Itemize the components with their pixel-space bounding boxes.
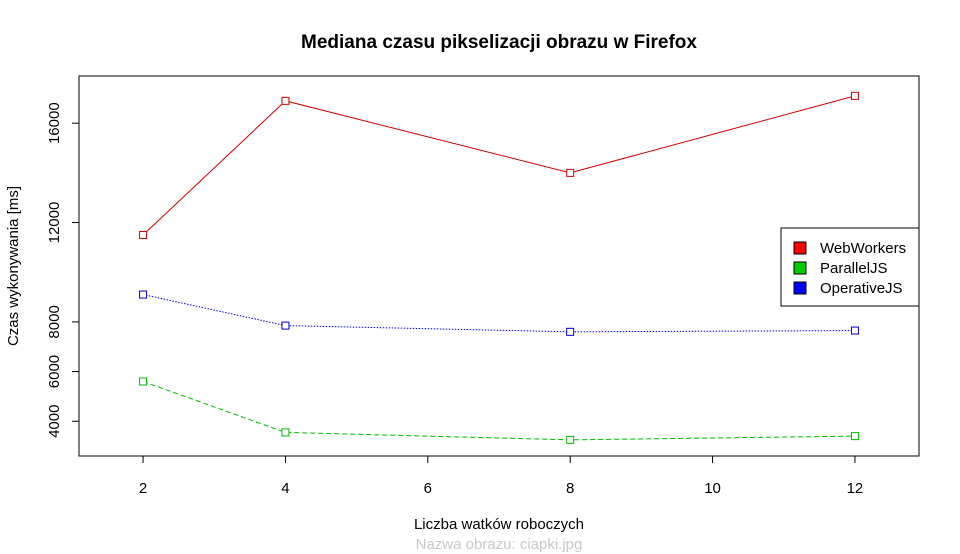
y-tick-label: 8000 [46, 305, 63, 338]
y-tick-label: 16000 [46, 102, 63, 144]
data-point-paralleljs [281, 428, 290, 437]
legend-swatch-paralleljs [793, 261, 807, 275]
data-point-operativejs [850, 326, 859, 335]
data-point-webworkers [850, 91, 859, 100]
plot-area: 2 4 6 8 10 12 4000 6000 8000 12000 16000 [46, 75, 920, 497]
x-tick-label: 10 [704, 480, 721, 497]
y-tick-label: 4000 [46, 405, 63, 438]
x-tick-label: 12 [847, 480, 864, 497]
y-tick-label: 12000 [46, 202, 63, 244]
data-point-webworkers [566, 168, 575, 177]
data-point-operativejs [566, 327, 575, 336]
legend-label-paralleljs: ParallelJS [820, 260, 888, 277]
x-tick-label: 6 [424, 480, 432, 497]
data-point-paralleljs [850, 432, 859, 441]
x-axis-label: Liczba watków roboczych [414, 516, 584, 533]
chart-title: Mediana czasu pikselizacji obrazu w Fire… [301, 32, 697, 53]
data-point-webworkers [139, 230, 148, 239]
data-point-operativejs [281, 321, 290, 330]
chart-subtitle: Nazwa obrazu: ciapki.jpg [416, 536, 583, 553]
data-point-paralleljs [566, 435, 575, 444]
data-point-paralleljs [139, 377, 148, 386]
x-tick-label: 4 [281, 480, 289, 497]
legend-swatch-operativejs [793, 281, 807, 295]
legend: WebWorkers ParallelJS OperativeJS [780, 227, 920, 307]
legend-swatch-webworkers [793, 241, 807, 255]
data-point-operativejs [139, 290, 148, 299]
x-tick-label: 8 [566, 480, 574, 497]
x-tick-label: 2 [139, 480, 147, 497]
series-line-paralleljs [142, 381, 855, 441]
legend-label-webworkers: WebWorkers [820, 240, 906, 257]
y-tick-label: 6000 [46, 355, 63, 388]
series-line-operativejs [142, 294, 855, 333]
legend-label-operativejs: OperativeJS [820, 280, 903, 297]
series-line-webworkers [142, 95, 856, 236]
data-point-webworkers [281, 96, 290, 105]
y-axis-label: Czas wykonywania [ms] [5, 186, 22, 346]
